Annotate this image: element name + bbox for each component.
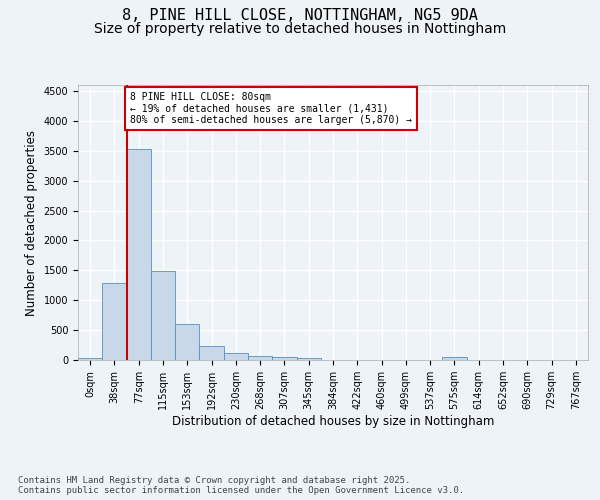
Bar xyxy=(442,356,467,360)
Text: 8 PINE HILL CLOSE: 80sqm
← 19% of detached houses are smaller (1,431)
80% of sem: 8 PINE HILL CLOSE: 80sqm ← 19% of detach… xyxy=(130,92,412,125)
Bar xyxy=(224,353,248,360)
Bar xyxy=(127,149,151,360)
Bar xyxy=(272,358,296,360)
Bar xyxy=(151,271,175,360)
Bar xyxy=(199,346,224,360)
Bar xyxy=(175,324,199,360)
Y-axis label: Number of detached properties: Number of detached properties xyxy=(25,130,38,316)
Bar xyxy=(296,358,321,360)
Text: Size of property relative to detached houses in Nottingham: Size of property relative to detached ho… xyxy=(94,22,506,36)
X-axis label: Distribution of detached houses by size in Nottingham: Distribution of detached houses by size … xyxy=(172,415,494,428)
Bar xyxy=(102,284,127,360)
Text: 8, PINE HILL CLOSE, NOTTINGHAM, NG5 9DA: 8, PINE HILL CLOSE, NOTTINGHAM, NG5 9DA xyxy=(122,8,478,22)
Bar xyxy=(248,356,272,360)
Text: Contains HM Land Registry data © Crown copyright and database right 2025.
Contai: Contains HM Land Registry data © Crown c… xyxy=(18,476,464,495)
Bar xyxy=(78,358,102,360)
